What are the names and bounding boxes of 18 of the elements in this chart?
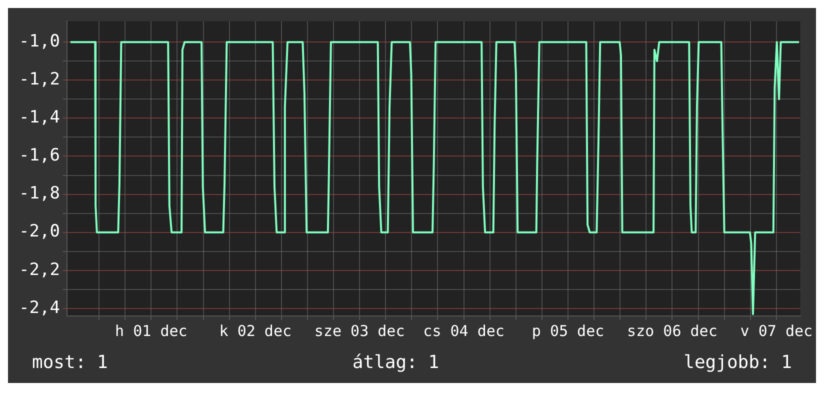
y-tick-label: -2,4 xyxy=(18,298,60,318)
x-tick-label: k 02 dec xyxy=(219,322,292,340)
text: átlag: 1 xyxy=(352,352,440,373)
x-tick-label: sze 03 dec xyxy=(314,322,405,340)
y-tick-label: -1,2 xyxy=(18,70,60,90)
y-tick-label: -1,4 xyxy=(18,108,60,128)
y-tick-label: -1,8 xyxy=(18,184,60,204)
x-tick-label: szo 06 dec xyxy=(627,322,718,340)
y-tick-label: -1,6 xyxy=(18,146,60,166)
x-tick-label: v 07 dec xyxy=(740,322,813,340)
text: most: 1 xyxy=(32,352,108,373)
y-tick-label: -2,2 xyxy=(18,260,60,280)
x-tick-label: h 01 dec xyxy=(115,322,188,340)
x-tick-label: cs 04 dec xyxy=(423,322,504,340)
x-tick-label: p 05 dec xyxy=(532,322,604,340)
text: legjobb: 1 xyxy=(684,352,792,373)
y-tick-label: -1,0 xyxy=(18,32,60,52)
y-tick-label: -2,0 xyxy=(18,222,60,242)
